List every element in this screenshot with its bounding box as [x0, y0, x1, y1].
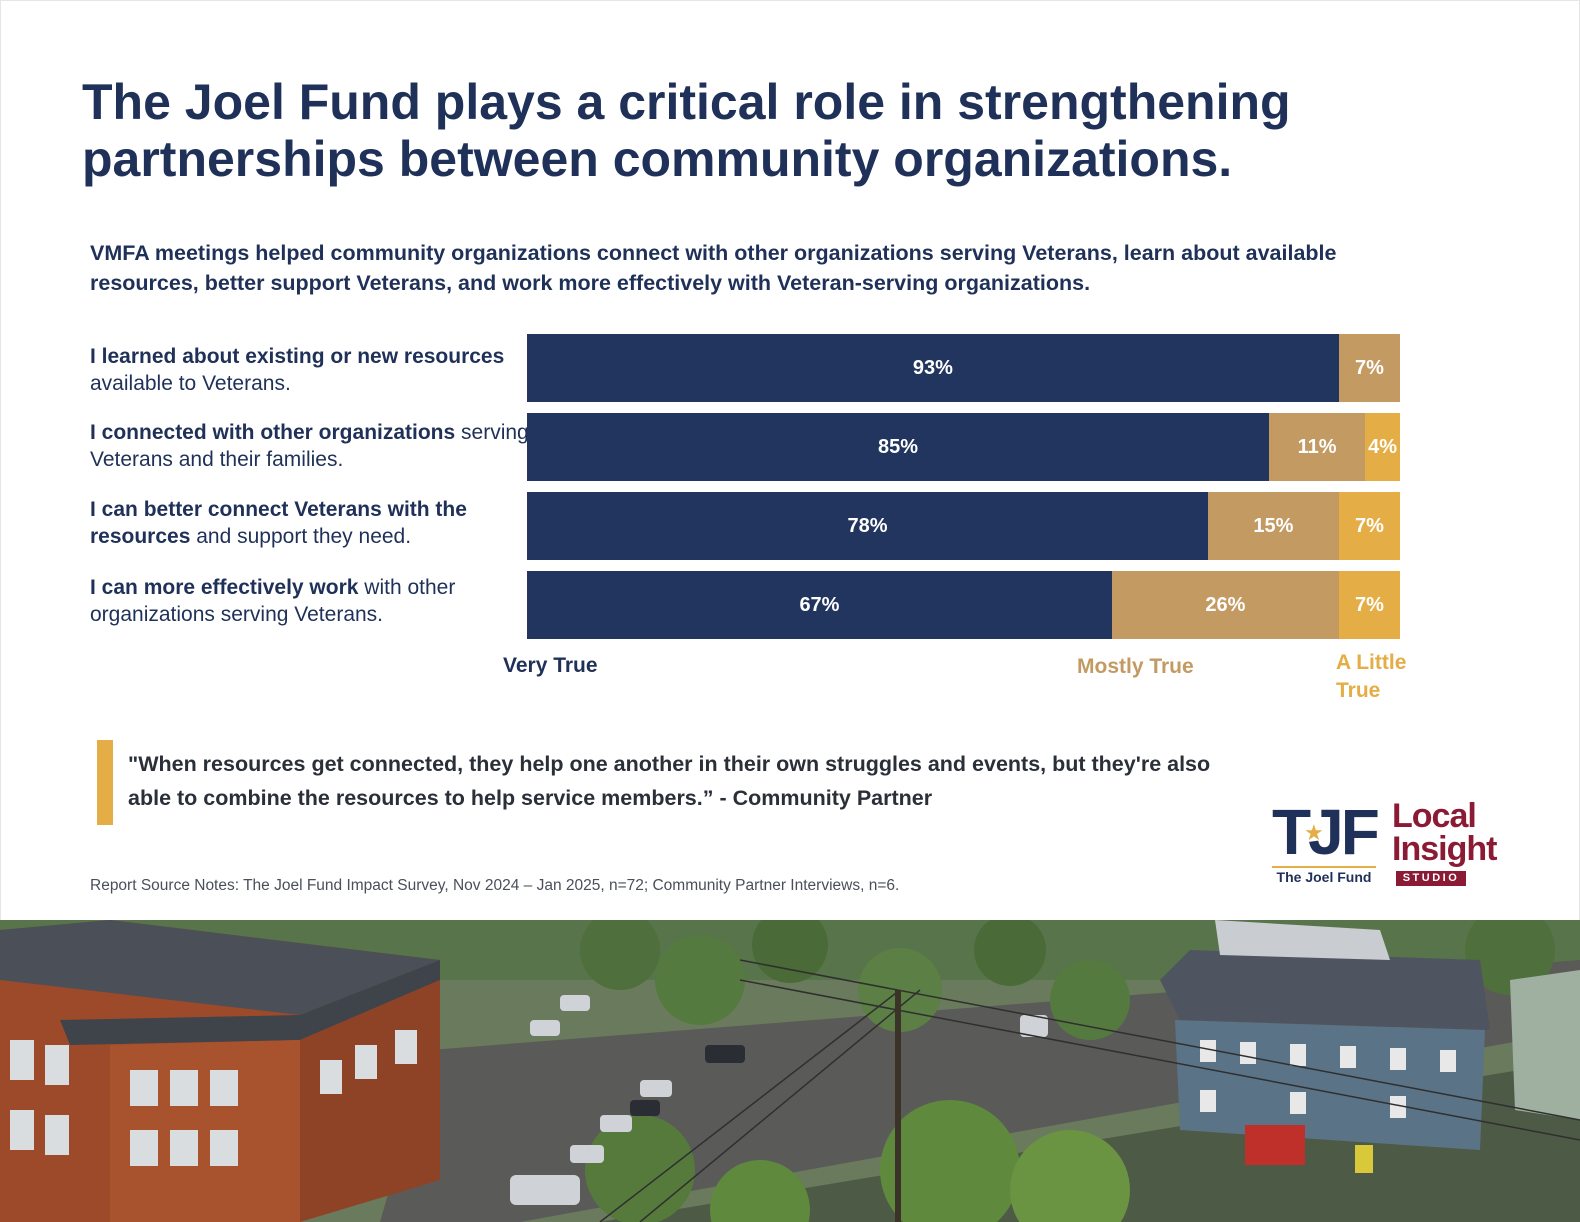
- local-insight-logo-text: Local Insight: [1392, 797, 1497, 868]
- row-label-2: I connected with other organizations ser…: [90, 419, 530, 473]
- quote-accent-bar: [97, 740, 113, 825]
- tjf-logo-name: The Joel Fund: [1276, 869, 1372, 885]
- tjf-logo-divider: [1272, 866, 1376, 868]
- legend-a-little-true-line2: True: [1336, 679, 1381, 702]
- bar-2-a-little-true: 4%: [1365, 413, 1400, 481]
- bar-4-a-little-true: 7%: [1338, 571, 1400, 639]
- legend-a-little-true-line1: A Little: [1336, 651, 1407, 674]
- page-title: The Joel Fund plays a critical role in s…: [82, 74, 1291, 187]
- bar-data-label: 7%: [1354, 514, 1384, 537]
- bar-4-mostly-true: 26%: [1111, 571, 1339, 639]
- bar-data-label: 93%: [912, 356, 953, 379]
- li-line1: Local: [1392, 797, 1477, 835]
- local-insight-logo: Local Insight STUDIO: [1392, 797, 1504, 888]
- row-label-rest: and support they need.: [190, 525, 412, 548]
- bar-data-label: 85%: [878, 435, 919, 458]
- row-label-rest: with other organizations serving Veteran…: [90, 576, 456, 626]
- row-label-bold: I connected with other organizations: [90, 421, 456, 444]
- row-label-1: I learned about existing or new resource…: [90, 343, 530, 397]
- bar-data-label: 15%: [1253, 514, 1294, 537]
- li-studio-badge: STUDIO: [1396, 871, 1466, 886]
- row-label-rest: available to Veterans.: [90, 372, 291, 395]
- bar-data-label: 11%: [1297, 435, 1337, 458]
- bar-2-very-true: 85%: [527, 413, 1270, 481]
- bar-1-mostly-true: 7%: [1338, 334, 1400, 402]
- row-label-4: I can more effectively work with other o…: [90, 574, 530, 628]
- legend-very-true: Very True: [503, 654, 598, 677]
- source-notes: Report Source Notes: The Joel Fund Impac…: [90, 877, 900, 894]
- legend-a-little-true: A Little True: [1336, 649, 1406, 705]
- row-label-rest: serving Veterans and their families.: [90, 421, 529, 471]
- bar-data-label: 4%: [1368, 435, 1397, 458]
- row-label-bold: I can more effectively work: [90, 576, 359, 599]
- bar-3-a-little-true: 7%: [1338, 492, 1400, 560]
- bar-data-label: 67%: [799, 593, 840, 616]
- aerial-neighborhood-photo: [0, 920, 1580, 1222]
- row-label-bold: I can better connect Veterans with the r…: [90, 498, 467, 548]
- bar-4-very-true: 67%: [527, 571, 1112, 639]
- bar-data-label: 7%: [1354, 356, 1384, 379]
- row-label-bold: I learned about existing or new resource…: [90, 345, 505, 368]
- legend-mostly-true: Mostly True: [1077, 655, 1194, 678]
- row-label-3: I can better connect Veterans with the r…: [90, 496, 530, 550]
- bar-1-very-true: 93%: [527, 334, 1339, 402]
- tjf-logo: TJF ★ The Joel Fund: [1272, 796, 1380, 890]
- bar-data-label: 7%: [1354, 593, 1384, 616]
- partner-quote: "When resources get connected, they help…: [128, 752, 1211, 810]
- li-line2: Insight: [1392, 830, 1497, 868]
- bar-3-very-true: 78%: [527, 492, 1208, 560]
- bar-3-mostly-true: 15%: [1207, 492, 1339, 560]
- star-icon: ★: [1304, 820, 1324, 845]
- tjf-logo-letters: TJF: [1272, 796, 1380, 868]
- bar-data-label: 26%: [1205, 593, 1246, 616]
- bar-2-mostly-true: 11%: [1269, 413, 1366, 481]
- chart-subtitle: VMFA meetings helped community organizat…: [90, 241, 1337, 295]
- bar-data-label: 78%: [847, 514, 888, 537]
